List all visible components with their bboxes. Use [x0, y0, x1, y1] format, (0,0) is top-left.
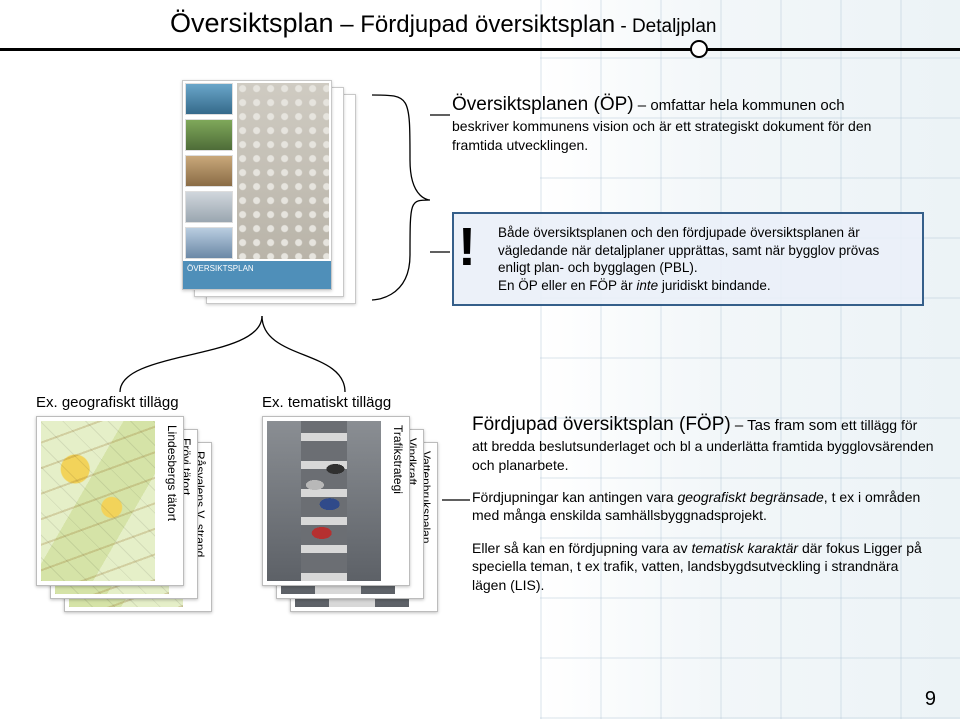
title-part-3: Detaljplan: [632, 16, 717, 37]
geo-stack: Råsvalens V. strand Frövi tätort Lindesb…: [36, 416, 206, 616]
cover-thumb-3: [185, 155, 233, 187]
fop-p2: Fördjupningar kan antingen vara geografi…: [472, 488, 934, 525]
traffic-thumb-icon: [267, 421, 381, 581]
fop-p3-em: tematisk karaktär: [691, 540, 798, 556]
title-marker-dot-icon: [690, 40, 708, 58]
title-dash-2: -: [615, 16, 632, 37]
op-sub: omfattar hela kommunen och: [650, 97, 844, 114]
plan-document-thumbnail: ÖVERSIKTSPLAN: [182, 80, 352, 315]
cover-thumb-5: [185, 227, 233, 259]
info-line-1: Både översiktsplanen och den fördjupade …: [498, 224, 908, 277]
exclamation-icon: !: [458, 220, 476, 274]
title-part-1: Översiktsplan: [170, 8, 334, 38]
info-line-2b: juridiskt bindande.: [658, 278, 771, 293]
page-number: 9: [925, 688, 936, 711]
example-geo-label: Ex. geografiskt tillägg: [36, 394, 179, 411]
op-lead: Översiktsplanen (ÖP): [452, 94, 634, 115]
geo-tab-1: Lindesbergs tätort: [161, 425, 179, 577]
info-line-2: En ÖP eller en FÖP är inte juridiskt bin…: [498, 277, 908, 295]
op-description: Översiktsplanen (ÖP) – omfattar hela kom…: [452, 92, 892, 154]
doc-page-front: ÖVERSIKTSPLAN: [182, 80, 332, 290]
fop-dash: –: [731, 417, 747, 434]
cover-title-bar: ÖVERSIKTSPLAN: [183, 261, 331, 289]
tema-tab-1: Trafikstrategi: [387, 425, 405, 577]
cover-thumb-4: [185, 191, 233, 223]
fop-p2-em: geografiskt begränsade: [677, 489, 823, 505]
fop-sub: Tas fram som: [747, 417, 837, 434]
title-dash-1: –: [334, 11, 361, 38]
title-part-2: Fördjupad översiktsplan: [360, 11, 615, 38]
fop-p3a: Eller så kan en fördjupning vara av: [472, 540, 691, 556]
title-underline: [0, 48, 960, 51]
map-thumb-icon: [41, 421, 155, 581]
thematic-stack: Vattenbrukspalan Vindkraft Trafikstrateg…: [262, 416, 432, 616]
tema-card-1: Trafikstrategi: [262, 416, 410, 586]
fop-p2a: Fördjupningar kan antingen vara: [472, 489, 677, 505]
fop-p3: Eller så kan en fördjupning vara av tema…: [472, 539, 934, 594]
op-dash: –: [634, 97, 651, 114]
geo-card-1: Lindesbergs tätort: [36, 416, 184, 586]
info-box: ! Både översiktsplanen och den fördjupad…: [452, 212, 924, 306]
example-thematic-label: Ex. tematiskt tillägg: [262, 394, 391, 411]
fop-lead: Fördjupad översiktsplan (FÖP): [472, 414, 731, 435]
info-line-2a: En ÖP eller en FÖP är: [498, 278, 636, 293]
cover-thumb-1: [185, 83, 233, 115]
cover-main-image: [237, 83, 329, 259]
page-title: Översiktsplan – Fördjupad översiktsplan …: [170, 8, 920, 39]
fop-description: Fördjupad översiktsplan (FÖP) – Tas fram…: [472, 412, 934, 608]
op-body: beskriver kommunens vision och är ett st…: [452, 118, 871, 152]
cover-thumb-2: [185, 119, 233, 151]
info-line-2-em: inte: [636, 278, 658, 293]
